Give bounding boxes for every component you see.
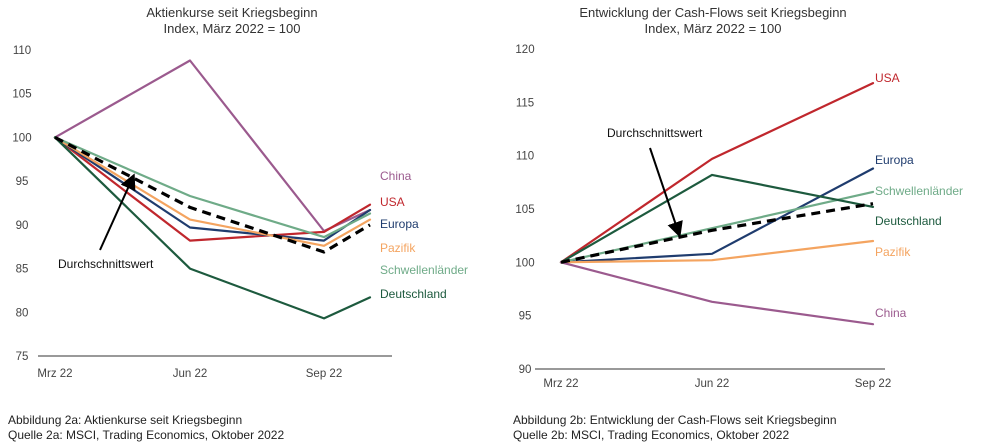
y-tick-label: 95 (519, 311, 532, 323)
x-tick-label: Sep 22 (855, 378, 891, 390)
series-label-china: China (875, 306, 907, 320)
annotation-arrow (649, 147, 683, 238)
series-label-usa: USA (875, 71, 900, 85)
chart-title: Aktienkurse seit Kriegsbeginn (146, 5, 317, 20)
y-tick-label: 80 (16, 307, 29, 319)
y-tick-label: 95 (16, 176, 29, 188)
series-label-pazifik: Pazifik (380, 241, 416, 255)
caption-source: Quelle 2a: MSCI, Trading Economics, Okto… (8, 428, 285, 442)
series-label-europa: Europa (380, 217, 419, 231)
series-line-durchschnittswert (560, 202, 874, 264)
y-tick-label: 90 (16, 220, 29, 232)
series-label-schwellenlaender: Schwellenländer (380, 263, 468, 277)
y-tick-label: 105 (515, 204, 534, 216)
x-tick-label: Jun 22 (695, 378, 730, 390)
series-line-deutschland (53, 136, 372, 320)
y-tick-label: 85 (16, 264, 29, 276)
caption-source: Quelle 2b: MSCI, Trading Economics, Okto… (513, 428, 790, 442)
series-label-europa: Europa (875, 153, 914, 167)
caption-title: Abbildung 2a: Aktienkurse seit Kriegsbeg… (8, 413, 243, 427)
y-tick-label: 115 (516, 97, 534, 109)
series-label-deutschland: Deutschland (875, 214, 942, 228)
series-label-pazifik: Pazifik (875, 245, 911, 259)
annotation-label: Durchschnittswert (607, 126, 703, 140)
annotation-label: Durchschnittswert (58, 257, 154, 271)
y-tick-label: 110 (516, 151, 534, 163)
caption-title: Abbildung 2b: Entwicklung der Cash-Flows… (513, 413, 837, 427)
y-tick-label: 120 (515, 44, 534, 56)
series-label-deutschland: Deutschland (380, 287, 447, 301)
series-label-schwellenlaender: Schwellenländer (875, 184, 963, 198)
annotation-arrow (99, 173, 136, 251)
figure-caption-b: Abbildung 2b: Entwicklung der Cash-Flows… (513, 413, 837, 443)
series-line-china (559, 261, 875, 326)
x-tick-label: Mrz 22 (543, 378, 578, 390)
series-line-europa (559, 167, 875, 264)
y-tick-label: 110 (13, 45, 31, 57)
series-line-pazifik (559, 239, 875, 264)
y-tick-label: 75 (16, 351, 29, 363)
chart-title: Entwicklung der Cash-Flows seit Kriegsbe… (579, 5, 846, 20)
series-line-deutschland (559, 173, 875, 264)
series-label-china: China (380, 169, 412, 183)
cash-flow-line-chart: Entwicklung der Cash-Flows seit Kriegsbe… (515, 5, 963, 390)
figure-caption-a: Abbildung 2a: Aktienkurse seit Kriegsbeg… (8, 413, 284, 443)
chart-panel-cash-flows: Entwicklung der Cash-Flows seit Kriegsbe… (495, 0, 991, 448)
y-tick-label: 90 (519, 364, 532, 376)
chart-subtitle: Index, März 2022 = 100 (164, 21, 301, 36)
y-tick-label: 100 (515, 257, 534, 269)
series-line-durchschnittswert (54, 135, 371, 254)
series-line-schwellenlaender (53, 136, 372, 239)
chart-subtitle: Index, März 2022 = 100 (645, 21, 782, 36)
y-tick-label: 105 (12, 89, 31, 101)
series-label-usa: USA (380, 195, 405, 209)
x-tick-label: Mrz 22 (37, 368, 72, 380)
y-tick-label: 100 (12, 132, 31, 144)
series-line-china (53, 59, 372, 233)
chart-panel-stock-prices: Aktienkurse seit Kriegsbeginn Index, März… (0, 0, 495, 448)
x-tick-label: Jun 22 (173, 368, 208, 380)
x-tick-label: Sep 22 (306, 368, 342, 380)
series-line-usa (559, 81, 875, 264)
